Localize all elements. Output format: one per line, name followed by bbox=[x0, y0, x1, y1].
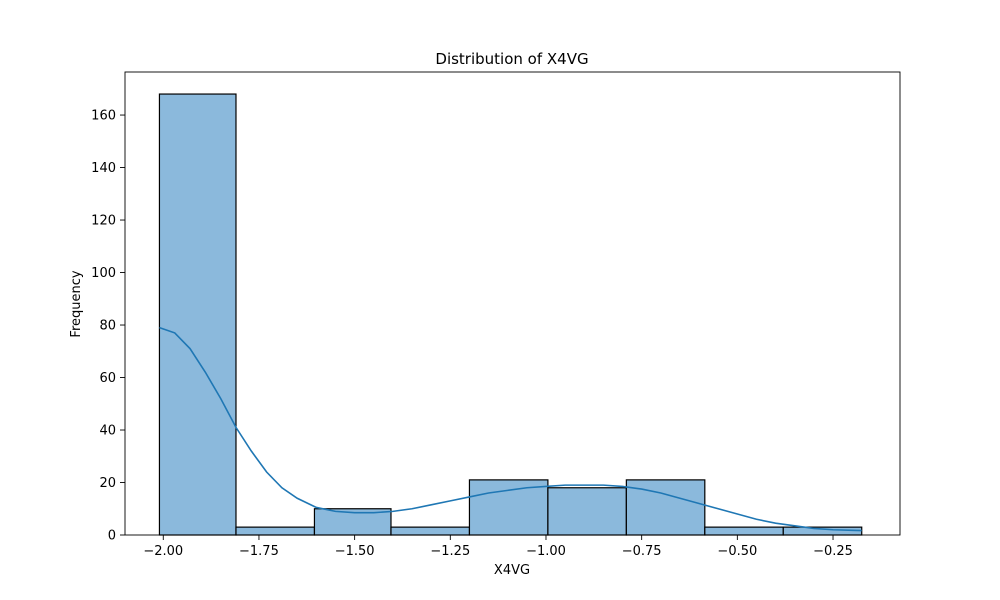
y-tick-label: 80 bbox=[99, 319, 116, 334]
x-tick-label: −1.50 bbox=[335, 544, 375, 559]
x-tick-label: −1.25 bbox=[430, 544, 470, 559]
y-axis-ticks: 0 20 40 60 80 100 120 140 160 bbox=[91, 109, 125, 544]
x-tick-label: −0.25 bbox=[813, 544, 853, 559]
x-tick-label: −0.50 bbox=[717, 544, 757, 559]
x-tick-label: −1.00 bbox=[526, 544, 566, 559]
x-tick-label: −1.75 bbox=[239, 544, 279, 559]
histogram-bar-5 bbox=[547, 487, 627, 536]
plot-frame bbox=[124, 71, 901, 536]
y-axis-label: Frequency bbox=[69, 270, 84, 337]
chart-title: Distribution of X4VG bbox=[435, 50, 588, 68]
histogram-bar-3 bbox=[390, 526, 471, 536]
y-tick-label: 20 bbox=[99, 476, 116, 491]
y-tick-label: 100 bbox=[91, 266, 116, 281]
y-tick-label: 140 bbox=[91, 161, 116, 176]
histogram-bar-7 bbox=[704, 526, 784, 536]
x-tick-label: −0.75 bbox=[622, 544, 662, 559]
x-axis-ticks: −2.00 −1.75 −1.50 −1.25 −1.00 −0.75 −0.50 −0.25 bbox=[143, 535, 853, 559]
x-axis-label: X4VG bbox=[494, 563, 530, 578]
y-tick-label: 40 bbox=[99, 424, 116, 439]
y-tick-label: 60 bbox=[99, 371, 116, 386]
histogram-bar-4 bbox=[468, 479, 549, 536]
y-tick-label: 160 bbox=[91, 109, 116, 124]
histogram-bar-0 bbox=[158, 93, 237, 536]
histogram-bar-1 bbox=[235, 526, 316, 536]
kde-curve bbox=[159, 326, 862, 532]
x-tick-label: −2.00 bbox=[143, 544, 183, 559]
y-tick-label: 120 bbox=[91, 214, 116, 229]
y-tick-label: 0 bbox=[108, 529, 116, 544]
